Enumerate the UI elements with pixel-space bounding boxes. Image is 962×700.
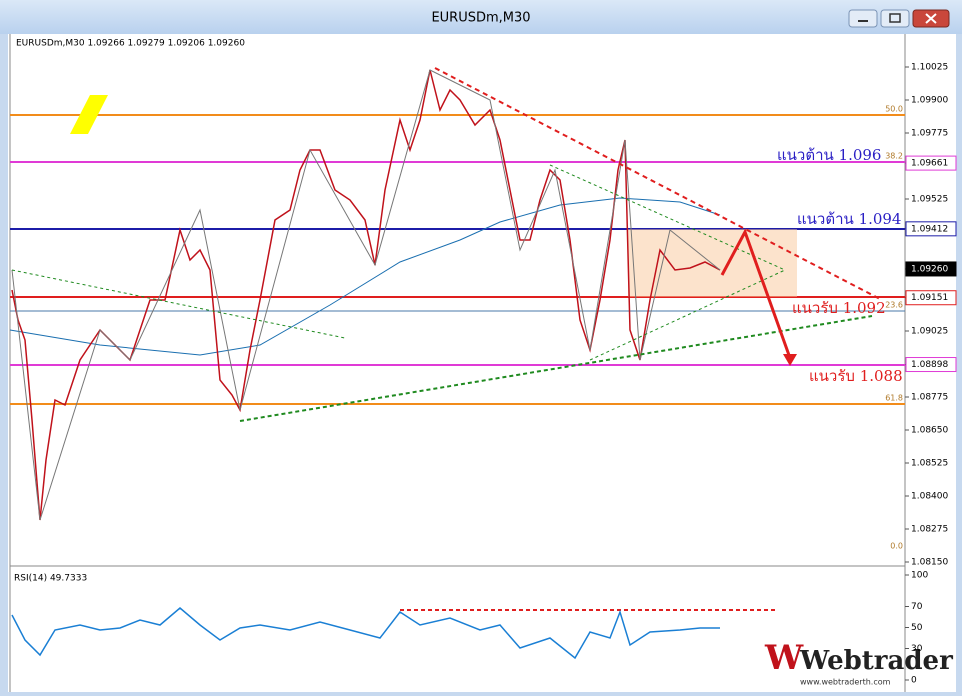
annotation: แนวรับ 1.088 (809, 367, 903, 385)
fib-label: 0.0 (890, 542, 903, 551)
range-box (628, 229, 797, 297)
annotation: แนวต้าน 1.094 (797, 210, 901, 228)
price-label: 1.08650 (911, 426, 948, 436)
price-label: 1.09025 (911, 327, 948, 337)
price-label: 1.08400 (911, 492, 948, 502)
price-box (905, 290, 957, 306)
rsi-axis-label: 30 (911, 644, 923, 654)
moving-average (9, 197, 721, 356)
marker (70, 95, 108, 134)
price-box (905, 155, 957, 171)
chart-header: EURUSDm,M30 1.09266 1.09279 1.09206 1.09… (16, 39, 245, 49)
logo: W Webtrader www.webtraderth.com (764, 638, 953, 687)
rsi-axis-label: 0 (911, 676, 917, 686)
arrow-head (783, 354, 797, 366)
price-label: 1.08275 (911, 525, 948, 535)
price-box (905, 221, 957, 237)
price-label: 1.09775 (911, 129, 948, 139)
price-label: 1.08775 (911, 393, 948, 403)
trendline (549, 164, 786, 271)
price-box (905, 261, 957, 277)
annotation: แนวรับ 1.092 (792, 299, 886, 317)
price-label: 1.09260 (911, 264, 948, 274)
rsi-axis-label: 50 (911, 623, 923, 633)
rsi-axis-label: 100 (911, 571, 928, 581)
price-box (905, 357, 957, 373)
price-label: 1.08898 (911, 360, 948, 370)
trendline (239, 315, 873, 422)
fib-label: 61.8 (885, 394, 903, 403)
price-label: 1.09525 (911, 195, 948, 205)
fib-label: 38.2 (885, 152, 903, 161)
annotation: แนวต้าน 1.096 (777, 146, 881, 164)
fib-label: 23.6 (885, 301, 903, 310)
window-title: EURUSDm,M30 (431, 11, 530, 26)
logo-url: www.webtraderth.com (800, 678, 891, 687)
price-label: 1.09151 (911, 293, 948, 303)
zigzag (11, 69, 721, 521)
rsi-axis-label: 70 (911, 602, 923, 612)
title-bar (0, 0, 962, 34)
svg-text:W: W (764, 638, 804, 678)
price-label: 1.08525 (911, 459, 948, 469)
price-label: 1.10025 (911, 63, 948, 73)
fib-label: 50.0 (885, 105, 903, 114)
price-label: 1.09900 (911, 96, 948, 106)
trendline (434, 67, 883, 301)
forecast-arrow (720, 228, 792, 359)
window-buttons[interactable] (848, 9, 950, 28)
logo-brand: Webtrader (799, 646, 953, 676)
chart-area (8, 34, 956, 692)
price-label: 1.09412 (911, 224, 948, 234)
price-label: 1.09661 (911, 159, 948, 169)
rsi-line (11, 607, 720, 660)
price-label: 1.08150 (911, 558, 948, 568)
trendline (11, 269, 346, 339)
rsi-label: RSI(14) 49.7333 (14, 574, 87, 584)
